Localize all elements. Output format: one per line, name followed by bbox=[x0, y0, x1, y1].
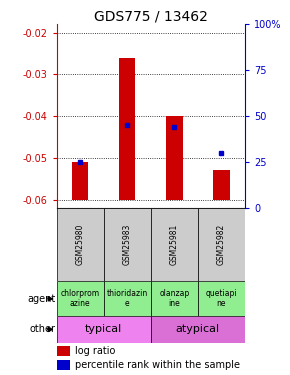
Text: log ratio: log ratio bbox=[75, 346, 116, 355]
Text: GSM25980: GSM25980 bbox=[76, 224, 85, 266]
Text: GSM25982: GSM25982 bbox=[217, 224, 226, 266]
Bar bbox=[151, 208, 198, 282]
Bar bbox=[166, 116, 183, 200]
Text: typical: typical bbox=[85, 324, 122, 334]
Bar bbox=[198, 282, 245, 316]
Text: percentile rank within the sample: percentile rank within the sample bbox=[75, 360, 240, 370]
Bar bbox=[119, 58, 135, 200]
Text: other: other bbox=[30, 324, 56, 334]
Bar bbox=[72, 162, 88, 200]
Text: GSM25983: GSM25983 bbox=[123, 224, 132, 266]
Bar bbox=[57, 360, 70, 370]
Text: agent: agent bbox=[27, 294, 56, 304]
Bar bbox=[151, 316, 245, 343]
Bar bbox=[104, 208, 151, 282]
Bar bbox=[104, 282, 151, 316]
Bar bbox=[213, 171, 230, 200]
Text: chlorprom
azine: chlorprom azine bbox=[61, 290, 100, 308]
Bar bbox=[57, 208, 104, 282]
Text: thioridazin
e: thioridazin e bbox=[107, 290, 148, 308]
Bar bbox=[57, 316, 151, 343]
Bar bbox=[151, 282, 198, 316]
Text: olanzap
ine: olanzap ine bbox=[159, 290, 189, 308]
Text: GSM25981: GSM25981 bbox=[170, 224, 179, 266]
Bar bbox=[57, 345, 70, 355]
Text: atypical: atypical bbox=[176, 324, 220, 334]
Bar bbox=[198, 208, 245, 282]
Title: GDS775 / 13462: GDS775 / 13462 bbox=[94, 9, 208, 23]
Text: quetiapi
ne: quetiapi ne bbox=[206, 290, 237, 308]
Bar bbox=[57, 282, 104, 316]
